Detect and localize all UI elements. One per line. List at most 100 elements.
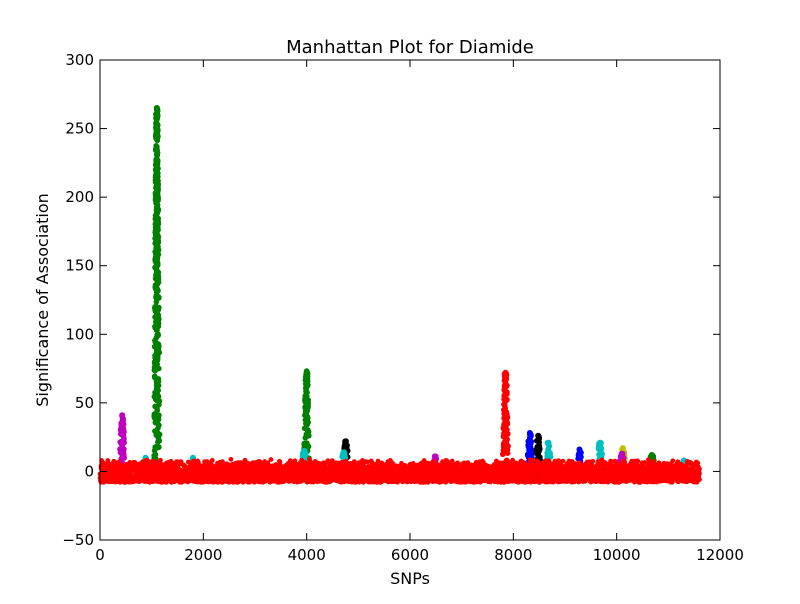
data-point xyxy=(536,439,542,446)
data-point xyxy=(301,440,308,447)
data-point xyxy=(152,337,158,344)
data-point xyxy=(155,430,162,437)
data-point xyxy=(503,439,510,446)
data-point xyxy=(533,446,540,453)
data-point xyxy=(154,420,161,427)
data-point xyxy=(154,357,161,364)
data-point xyxy=(300,453,307,460)
data-point xyxy=(153,125,160,131)
data-point xyxy=(431,453,438,460)
data-point xyxy=(120,421,127,427)
data-point xyxy=(153,413,160,420)
data-point xyxy=(502,383,508,390)
data-point xyxy=(154,147,160,153)
data-point xyxy=(597,439,604,446)
data-point xyxy=(155,435,162,442)
data-point xyxy=(268,457,274,462)
data-point xyxy=(342,438,349,445)
data-point xyxy=(153,286,160,293)
data-point xyxy=(151,452,157,459)
data-point xyxy=(303,393,310,400)
data-point xyxy=(153,327,160,334)
data-point xyxy=(576,451,582,457)
data-point xyxy=(303,381,309,387)
data-point xyxy=(154,151,160,157)
data-point xyxy=(153,321,160,328)
data-point xyxy=(153,390,160,397)
data-point xyxy=(504,396,510,403)
data-point xyxy=(153,105,160,111)
data-point xyxy=(619,445,626,452)
data-point xyxy=(154,229,160,235)
data-points xyxy=(97,105,702,485)
data-point xyxy=(303,411,309,418)
data-point xyxy=(502,390,509,396)
data-point xyxy=(153,133,160,139)
data-point xyxy=(502,444,508,451)
data-point xyxy=(153,214,160,221)
data-point xyxy=(120,427,127,434)
data-point xyxy=(575,455,581,462)
data-point xyxy=(154,174,161,180)
data-point xyxy=(302,385,309,391)
data-point xyxy=(153,195,160,202)
data-point xyxy=(501,430,507,437)
data-point xyxy=(648,451,655,458)
data-point xyxy=(153,161,160,168)
data-point xyxy=(153,142,159,149)
data-point xyxy=(303,419,310,425)
data-point xyxy=(153,379,160,386)
data-point xyxy=(154,304,160,310)
data-point xyxy=(153,210,160,217)
data-point xyxy=(153,255,160,262)
data-point xyxy=(576,446,583,453)
data-point xyxy=(153,349,160,356)
data-point xyxy=(503,409,510,415)
data-point xyxy=(154,281,161,287)
data-point xyxy=(618,450,625,457)
data-point xyxy=(301,447,308,454)
data-point xyxy=(153,269,160,276)
data-point xyxy=(277,459,283,465)
data-point xyxy=(153,345,160,351)
data-point xyxy=(220,459,225,465)
data-point xyxy=(305,427,311,433)
data-point xyxy=(340,449,347,456)
data-point xyxy=(154,179,161,186)
data-point xyxy=(529,451,535,457)
data-point xyxy=(119,440,125,447)
data-point xyxy=(153,309,160,316)
data-point xyxy=(154,202,161,208)
data-point xyxy=(502,420,508,426)
data-point xyxy=(303,431,310,438)
data-point xyxy=(153,244,160,251)
data-point xyxy=(545,439,552,446)
data-point xyxy=(154,332,160,339)
data-point xyxy=(526,430,533,437)
data-point xyxy=(153,262,160,269)
data-point xyxy=(598,448,604,455)
data-point xyxy=(154,407,161,414)
data-point xyxy=(151,447,158,454)
data-point xyxy=(154,443,161,449)
data-point xyxy=(119,449,126,456)
data-point xyxy=(526,438,532,444)
data-point xyxy=(155,276,162,282)
data-point xyxy=(502,369,509,376)
data-point xyxy=(153,386,160,393)
data-point xyxy=(228,456,234,462)
data-point xyxy=(153,317,160,324)
data-point xyxy=(153,238,160,245)
data-point xyxy=(547,450,554,457)
data-point xyxy=(153,293,160,300)
data-point xyxy=(153,299,160,305)
data-point xyxy=(303,368,310,375)
data-point xyxy=(500,451,506,458)
data-point xyxy=(119,412,126,419)
data-point xyxy=(304,373,311,379)
data-point xyxy=(153,221,160,228)
data-point xyxy=(500,424,507,431)
data-point xyxy=(209,457,215,463)
